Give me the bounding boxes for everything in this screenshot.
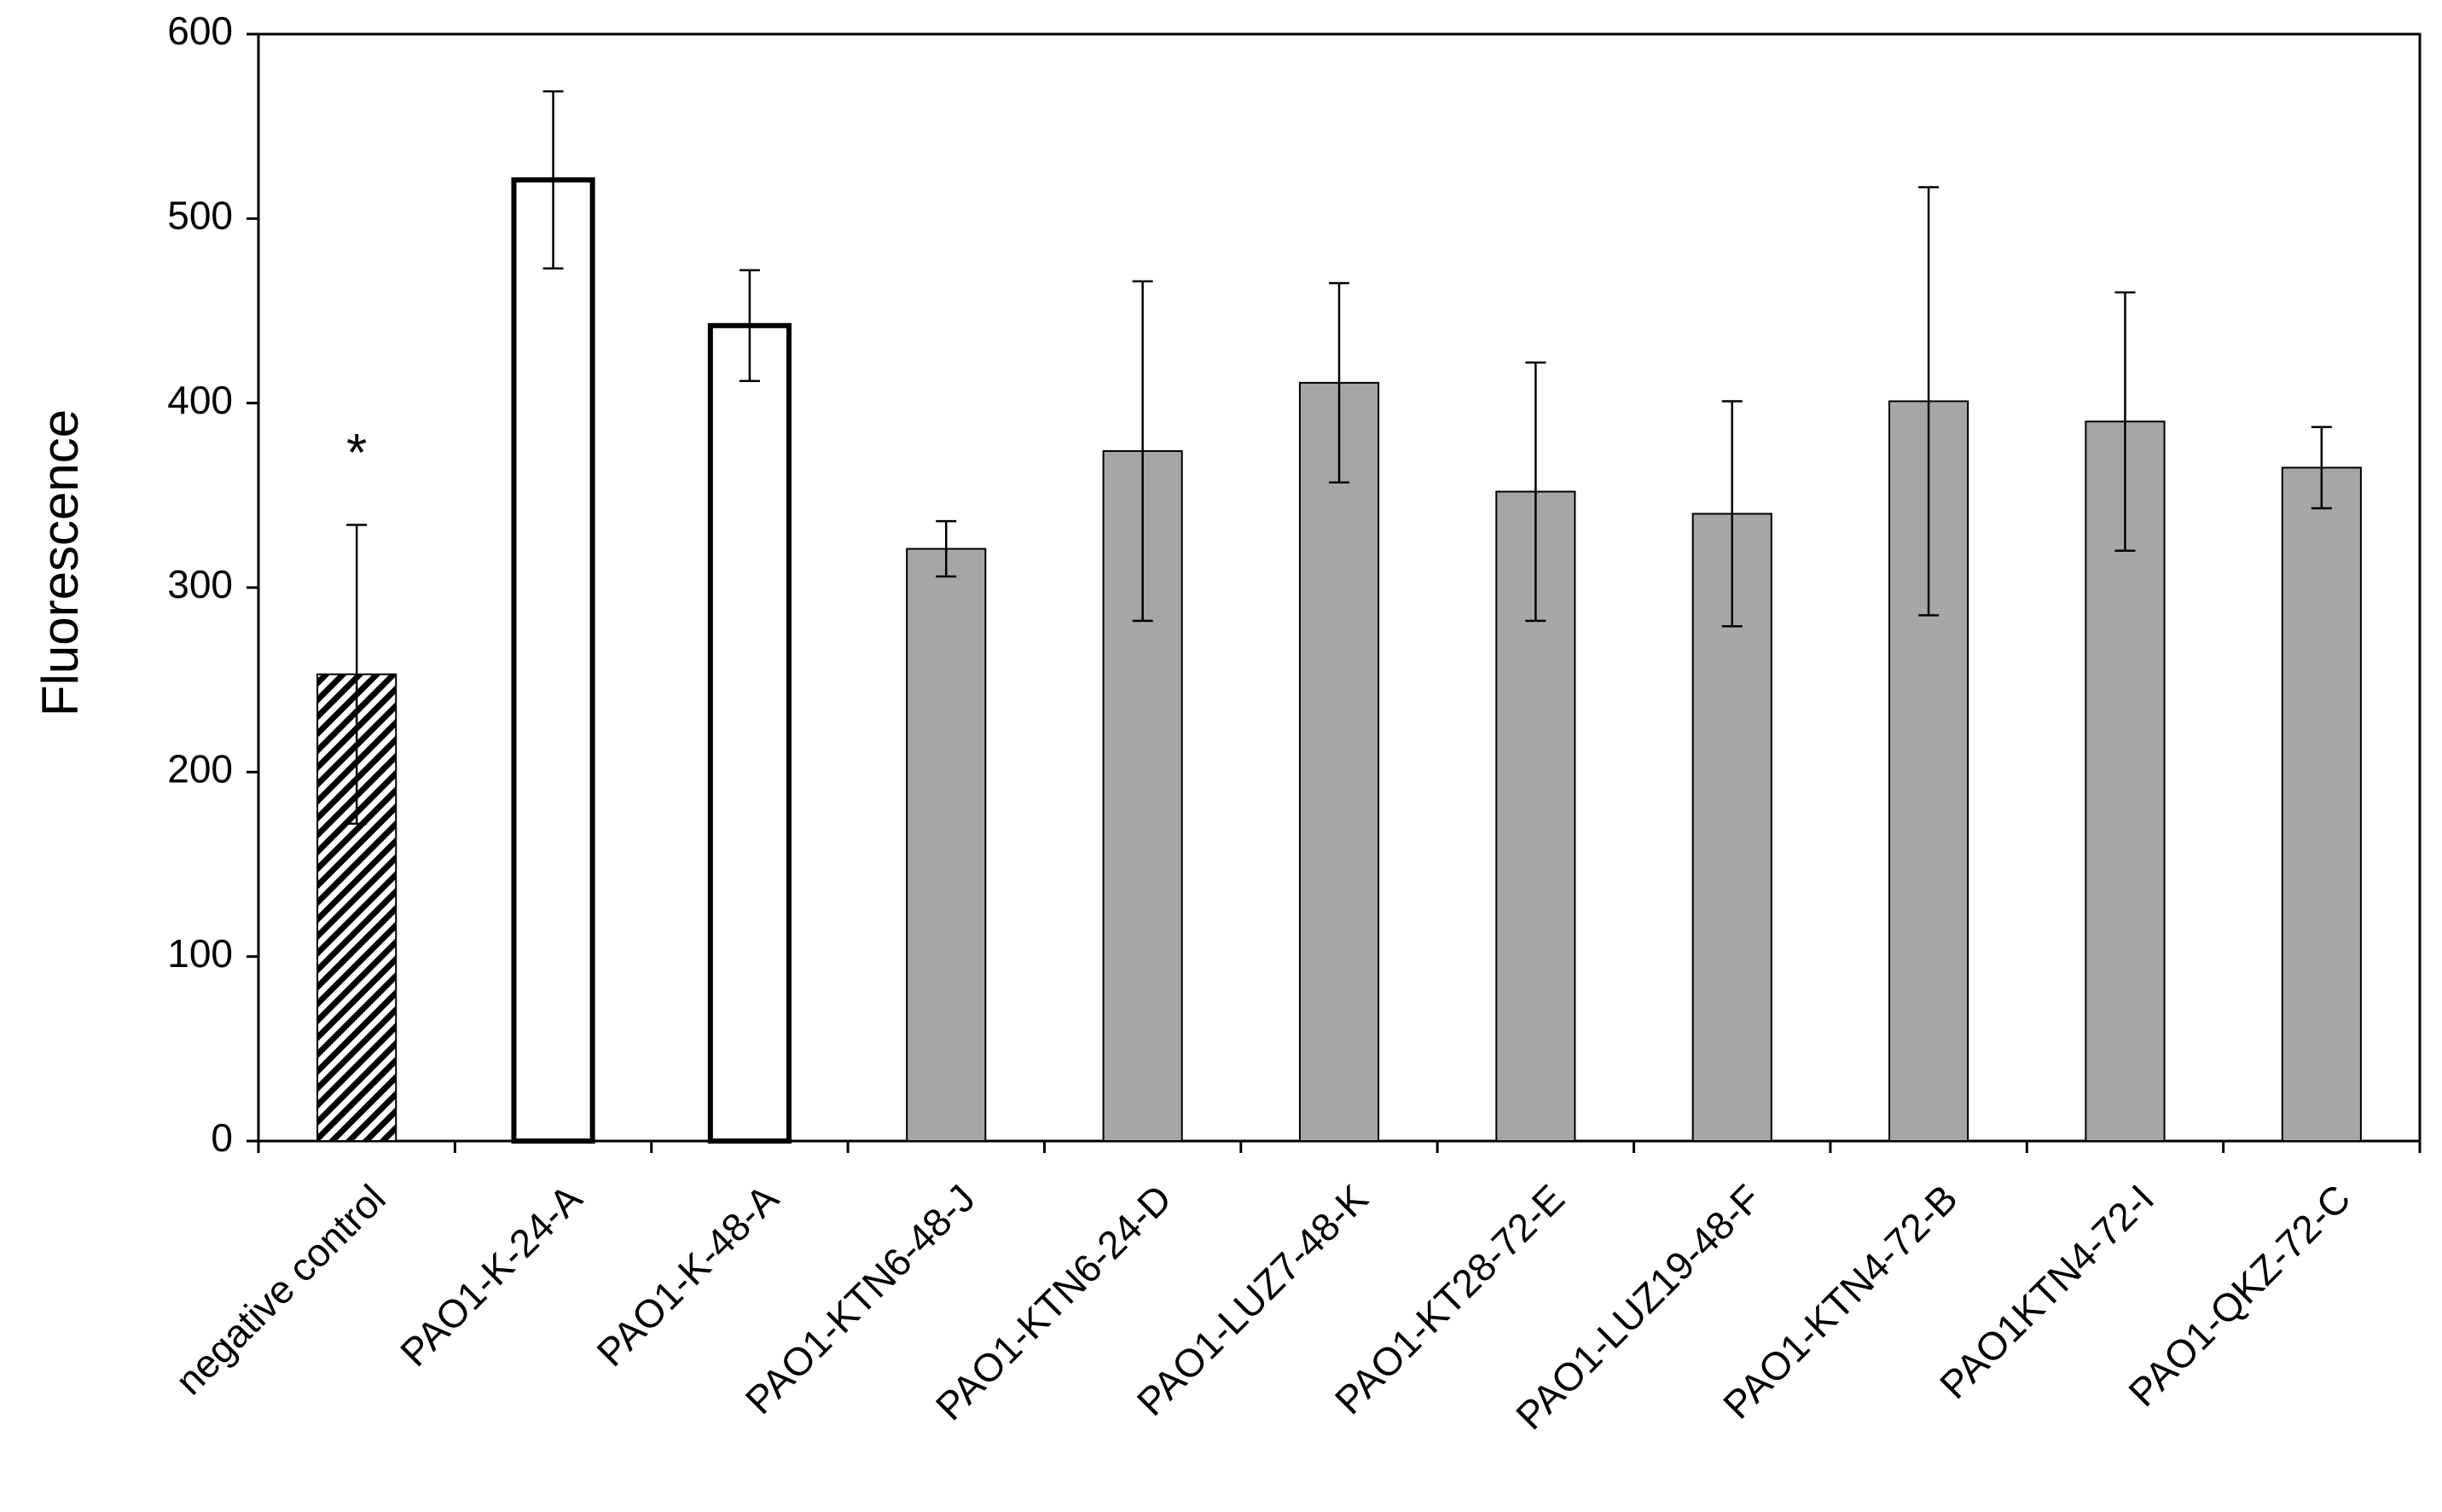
error-bar [2311,426,2332,510]
x-tick-label: PAO1KTN4-72-I [1931,1176,2162,1407]
y-tick-label: 500 [167,193,233,237]
y-tick-label: 300 [167,562,233,606]
bar [1298,381,1380,1142]
x-tick-label: negative control [166,1176,393,1403]
error-bar [1132,280,1153,623]
y-tick-label: 200 [167,746,233,791]
y-axis-label: Fluorescence [32,409,89,716]
bar [707,322,792,1144]
error-bar [346,524,368,826]
error-bar [936,519,957,578]
y-tick-label: 100 [167,931,233,976]
error-bar [1525,361,1546,623]
x-tick-label: PAO1-K-48-A [588,1176,786,1375]
bar [511,177,595,1144]
error-bar [1721,400,1743,628]
annotation: * [346,424,367,483]
bar [2281,466,2362,1142]
y-tick-label: 0 [211,1115,233,1160]
x-tick-label: PAO1-K-24-A [392,1176,590,1375]
error-bar [2114,291,2136,552]
y-tick-label: 600 [167,9,233,53]
error-bar [542,90,564,269]
error-bar [1329,281,1349,484]
error-bar [1918,186,1940,617]
bar [906,547,987,1142]
error-bar [739,269,760,382]
y-tick-label: 400 [167,378,233,422]
